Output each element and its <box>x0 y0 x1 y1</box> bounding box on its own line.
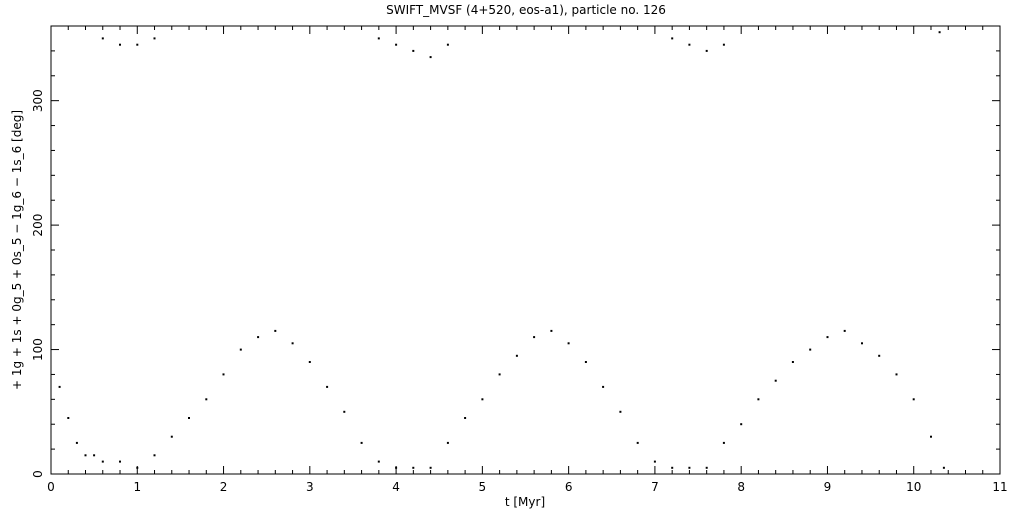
data-point <box>636 441 639 444</box>
data-point <box>671 466 674 469</box>
x-tick-label: 9 <box>824 480 832 494</box>
data-point <box>809 348 812 351</box>
data-point <box>705 49 708 52</box>
data-point <box>188 417 190 419</box>
data-point <box>671 37 674 40</box>
data-point <box>205 398 208 401</box>
data-point <box>119 460 121 463</box>
data-point <box>938 31 941 34</box>
data-point <box>705 466 708 469</box>
data-point <box>740 423 743 426</box>
y-axis-ticks: 0 100 200 300 <box>31 50 1000 478</box>
y-tick-label: 200 <box>31 214 45 237</box>
x-axis-ticks: 0 1 2 3 4 5 6 7 8 9 10 11 <box>47 26 1008 494</box>
data-point <box>170 435 173 438</box>
data-point <box>774 379 777 382</box>
data-point <box>446 441 449 444</box>
data-point <box>291 342 294 345</box>
data-point <box>602 385 605 388</box>
data-point <box>136 43 139 46</box>
data-point <box>912 398 915 401</box>
x-tick-label: 6 <box>565 480 573 494</box>
data-point <box>429 466 432 469</box>
data-point <box>93 454 96 457</box>
data-point <box>274 329 277 332</box>
data-point <box>58 385 61 388</box>
x-tick-label: 10 <box>906 480 921 494</box>
data-point <box>498 373 501 376</box>
data-point <box>343 410 346 413</box>
data-point <box>688 43 691 46</box>
data-point <box>308 361 311 363</box>
data-point <box>257 336 260 339</box>
data-point <box>942 466 945 469</box>
data-point <box>222 373 225 376</box>
x-tick-label: 7 <box>651 480 659 494</box>
data-point <box>429 56 432 59</box>
y-tick-label: 0 <box>31 470 45 478</box>
data-point <box>722 43 725 46</box>
data-point <box>377 37 380 40</box>
data-point <box>101 37 104 40</box>
data-point <box>75 441 78 444</box>
x-tick-label: 2 <box>220 480 228 494</box>
data-point <box>567 342 570 345</box>
data-point <box>446 43 449 46</box>
data-point <box>930 435 932 438</box>
data-point <box>101 460 104 463</box>
data-point <box>843 329 846 332</box>
x-tick-label: 3 <box>306 480 314 494</box>
data-point <box>119 43 121 46</box>
data-point <box>878 354 881 357</box>
data-point <box>550 329 553 332</box>
x-tick-label: 1 <box>133 480 141 494</box>
data-point <box>861 342 863 345</box>
data-point <box>412 466 415 469</box>
x-axis-label: t [Myr] <box>505 495 545 509</box>
scatter-points <box>58 31 945 469</box>
data-point <box>377 460 380 463</box>
data-point <box>153 454 156 457</box>
data-point <box>688 466 691 469</box>
data-point <box>84 454 87 457</box>
data-point <box>515 354 518 357</box>
y-axis-label: + 1g + 1s + 0g_5 + 0s_5 − 1g_6 − 1s_6 [d… <box>10 110 24 390</box>
chart-title: SWIFT_MVSF (4+520, eos-a1), particle no.… <box>386 3 666 17</box>
y-tick-label: 100 <box>31 338 45 361</box>
x-tick-label: 11 <box>992 480 1007 494</box>
data-point <box>481 398 484 401</box>
data-point <box>533 336 536 339</box>
plot-frame <box>50 25 1001 475</box>
x-tick-label: 8 <box>737 480 745 494</box>
data-point <box>653 460 656 463</box>
data-point <box>326 385 329 388</box>
data-point <box>826 336 829 339</box>
data-point <box>239 348 242 351</box>
data-point <box>722 441 725 444</box>
x-tick-label: 4 <box>392 480 400 494</box>
x-tick-label: 0 <box>47 480 55 494</box>
data-point <box>464 417 467 419</box>
data-point <box>791 361 794 363</box>
data-point <box>619 410 622 413</box>
data-point <box>757 398 760 401</box>
data-point <box>360 441 363 444</box>
data-point <box>895 373 898 376</box>
data-point <box>412 49 415 52</box>
data-point <box>153 37 156 40</box>
data-point <box>584 361 587 363</box>
data-point <box>67 417 70 419</box>
y-tick-label: 300 <box>31 89 45 112</box>
data-point <box>395 43 398 46</box>
x-tick-label: 5 <box>479 480 487 494</box>
